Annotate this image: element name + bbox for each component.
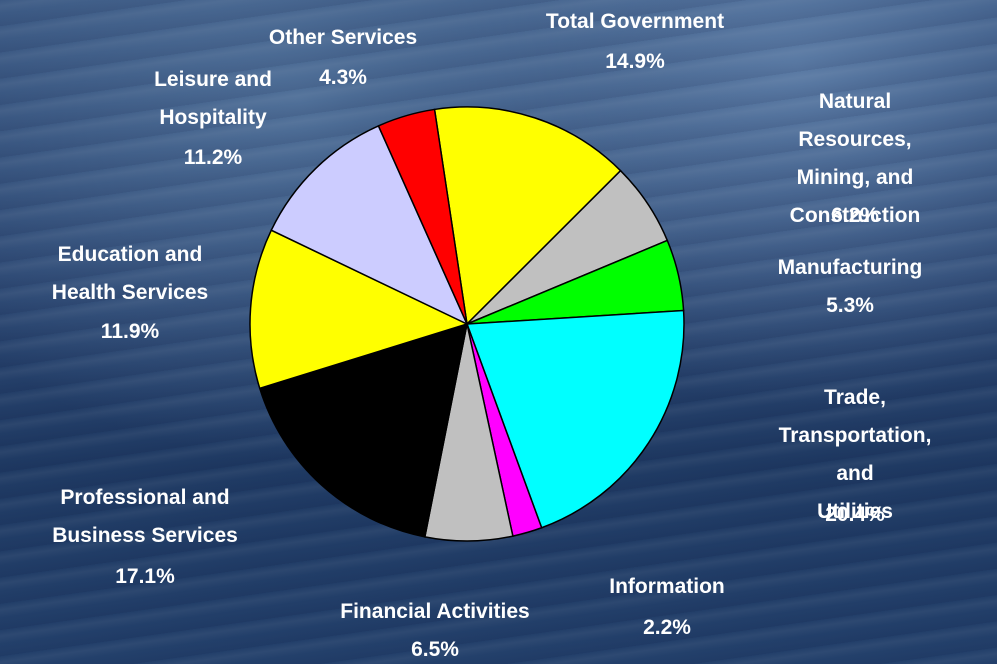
value-label: 17.1% (115, 565, 175, 588)
slice-label: Total Government (545, 10, 725, 33)
pie-slice (465, 309, 685, 529)
slice-label: Leisure and Hospitality (154, 68, 272, 129)
value-label: 4.3% (319, 66, 367, 89)
slice-label: Natural Resources, Mining, and Construct… (789, 90, 921, 227)
value-label: 11.2% (183, 146, 243, 169)
value-label: 6.2% (831, 204, 879, 227)
value-label: 11.9% (100, 320, 160, 343)
pie-slice (258, 322, 468, 538)
slice-label: Manufacturing (777, 256, 923, 279)
slice-label: Other Services (268, 26, 418, 49)
slice-label: Professional and Business Services (52, 486, 238, 547)
slice-label: Financial Activities (340, 600, 530, 623)
slice-label: Education and Health Services (51, 243, 209, 304)
pie-slice (270, 124, 469, 326)
slice-label: Information (609, 575, 725, 598)
pie-slice (377, 108, 468, 325)
value-label: 2.2% (643, 616, 691, 639)
value-label: 14.9% (605, 50, 665, 73)
pie-slice (433, 106, 622, 326)
slice-label: Trade, Transportation, and Utilities (778, 386, 932, 523)
value-label: 5.3% (826, 294, 874, 317)
value-label: 20.4% (825, 503, 885, 526)
value-label: 6.5% (411, 638, 459, 661)
pie-slice (249, 229, 470, 390)
